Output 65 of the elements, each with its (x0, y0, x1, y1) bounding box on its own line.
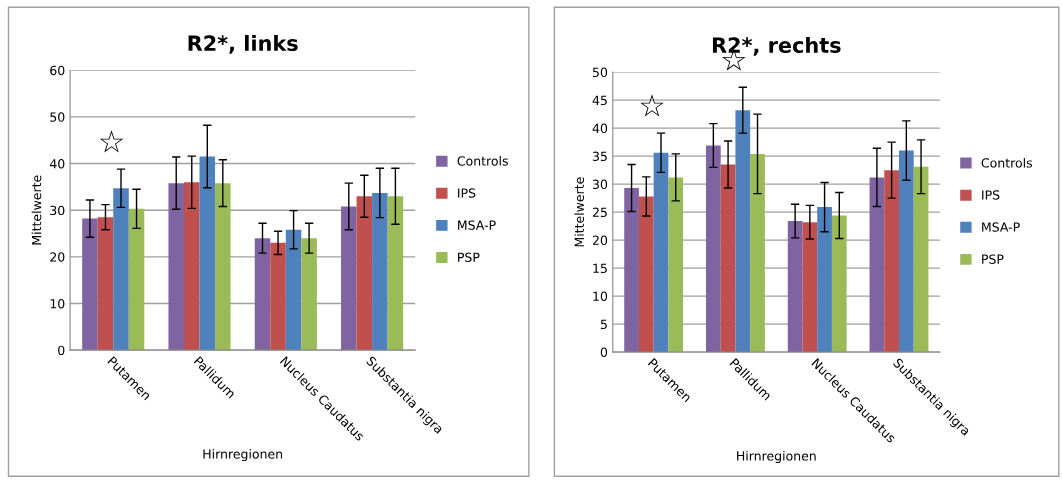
y-tick-label: 10 (593, 291, 608, 302)
y-axis-title: Mittelwerte (574, 177, 585, 247)
bar (787, 221, 803, 353)
y-tick-label: 40 (592, 123, 608, 134)
bar (270, 242, 286, 351)
y-tick-label: 10 (50, 298, 65, 309)
bar (706, 145, 721, 353)
bar (720, 164, 736, 353)
bar (387, 196, 404, 351)
y-tick-label: 5 (600, 319, 607, 330)
y-tick-label: 40 (49, 159, 65, 169)
y-tick-label: 30 (592, 179, 608, 190)
y-tick-label: 45 (592, 95, 607, 106)
bar (128, 208, 145, 351)
bar (113, 188, 129, 351)
bar (638, 196, 654, 353)
legend-label: IPS (982, 190, 1000, 200)
x-axis-title: Hirnregionen (737, 450, 816, 464)
legend-label: PSP (982, 254, 1004, 264)
bar (735, 110, 751, 353)
y-tick-label: 50 (50, 112, 65, 122)
y-tick-label: 60 (50, 65, 65, 76)
bar (653, 152, 669, 353)
x-axis-title: Hirnregionen (203, 449, 283, 462)
bar (199, 156, 216, 351)
y-tick-label: 20 (592, 235, 608, 246)
bar (869, 177, 885, 353)
bar (750, 153, 765, 353)
bar (913, 166, 929, 353)
bar (82, 218, 98, 351)
legend-label: IPS (458, 188, 476, 198)
y-tick-label: 30 (50, 205, 65, 216)
legend-label: PSP (458, 252, 480, 262)
y-tick-label: 20 (50, 252, 65, 262)
bar (301, 238, 317, 351)
bar (624, 188, 639, 353)
y-tick-label: 35 (592, 151, 607, 162)
bar (817, 207, 832, 353)
bar (884, 170, 899, 353)
y-axis-title: Mittelwerte (31, 175, 42, 245)
bar (168, 183, 184, 351)
y-tick-label: 15 (593, 263, 607, 274)
bar (341, 206, 357, 351)
bar (802, 222, 818, 353)
annotation: ☆ (640, 94, 664, 117)
legend-label: Controls (981, 157, 1033, 168)
y-tick-label: 50 (592, 67, 608, 78)
bar (285, 229, 302, 351)
legend-label: MSA-P (458, 220, 496, 230)
bar (215, 183, 231, 351)
y-tick-label: 0 (600, 347, 608, 358)
annotation: ☆ (99, 130, 124, 153)
legend-label: Controls (457, 156, 508, 166)
bar (668, 177, 684, 353)
bar (831, 215, 847, 353)
bar (898, 150, 914, 353)
bar (254, 238, 271, 351)
y-tick-label: 25 (592, 207, 607, 218)
bar (372, 192, 388, 351)
y-tick-label: 0 (58, 345, 65, 356)
bar (356, 196, 373, 351)
chart-title: R2*, links (188, 34, 298, 54)
bar (183, 182, 200, 351)
legend-label: MSA-P (982, 222, 1020, 232)
bar (97, 217, 114, 351)
